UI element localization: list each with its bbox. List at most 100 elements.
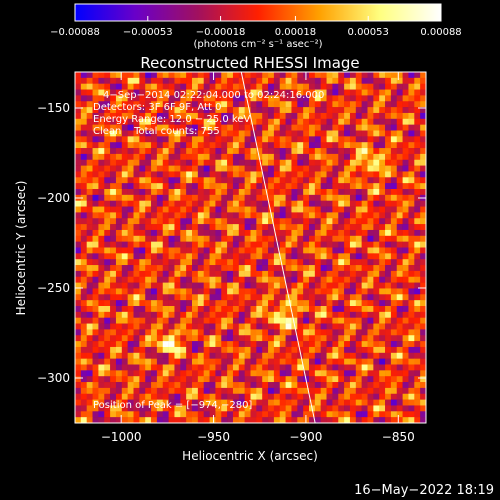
heatmap-cell (98, 417, 105, 423)
heatmap-cell (221, 159, 228, 166)
heatmap-cell (145, 393, 152, 400)
heatmap-cell (326, 101, 333, 108)
heatmap-cell (273, 364, 281, 371)
heatmap-cell (203, 399, 210, 406)
heatmap-cell (156, 294, 164, 301)
heatmap-cell (291, 218, 298, 225)
heatmap-cell (262, 317, 269, 324)
heatmap-cell (396, 171, 403, 178)
heatmap-cell (139, 399, 146, 406)
heatmap-cell (373, 300, 380, 307)
heatmap-cell (402, 241, 409, 248)
heatmap-cell (279, 224, 286, 231)
heatmap-cell (98, 317, 105, 324)
heatmap-cell (180, 241, 187, 248)
heatmap-cell (355, 382, 362, 389)
heatmap-cell (110, 136, 117, 143)
heatmap-cell (414, 317, 421, 324)
heatmap-cell (156, 130, 164, 137)
heatmap-cell (256, 300, 263, 307)
heatmap-cell (379, 229, 386, 237)
heatmap-cell (256, 148, 263, 155)
heatmap-cell (279, 171, 286, 178)
heatmap-cell (373, 77, 380, 84)
heatmap-cell (227, 136, 234, 143)
heatmap-cell (215, 224, 222, 231)
heatmap-cell (256, 376, 263, 383)
heatmap-cell (192, 300, 199, 307)
heatmap-cell (151, 112, 158, 120)
heatmap-cell (133, 288, 140, 295)
heatmap-cell (344, 376, 351, 383)
heatmap-cell (402, 95, 409, 102)
heatmap-cell (121, 335, 128, 342)
heatmap-cell (303, 387, 310, 395)
heatmap-cell (139, 364, 146, 371)
heatmap-cell (174, 393, 181, 400)
heatmap-cell (367, 370, 374, 377)
heatmap-cell (420, 411, 426, 418)
heatmap-cell (326, 317, 333, 324)
heatmap-cell (92, 329, 99, 336)
heatmap-cell (314, 218, 321, 225)
heatmap-cell (121, 358, 128, 365)
heatmap-cell (186, 352, 193, 359)
heatmap-cell (256, 417, 263, 423)
heatmap-cell (104, 329, 111, 336)
heatmap-cell (197, 112, 204, 120)
heatmap-cell (121, 206, 128, 213)
heatmap-cell (385, 124, 392, 131)
heatmap-cell (367, 253, 374, 260)
heatmap-cell (139, 77, 146, 84)
heatmap-cell (80, 194, 87, 201)
heatmap-cell (297, 411, 304, 418)
heatmap-cell (256, 218, 263, 225)
heatmap-cell (104, 405, 111, 412)
heatmap-cell (367, 376, 374, 383)
heatmap-cell (402, 229, 409, 237)
heatmap-cell (338, 393, 345, 400)
heatmap-cell (332, 235, 339, 242)
heatmap-cell (256, 370, 263, 377)
heatmap-cell (127, 393, 134, 400)
heatmap-cell (420, 101, 426, 108)
heatmap-cell (203, 288, 210, 295)
heatmap-cell (344, 253, 351, 260)
heatmap-cell (385, 218, 392, 225)
heatmap-cell (390, 77, 398, 84)
heatmap-cell (309, 358, 316, 365)
heatmap-cell (115, 124, 123, 131)
heatmap-cell (209, 72, 216, 79)
heatmap-cell (390, 177, 398, 184)
heatmap-cell (326, 72, 333, 79)
heatmap-cell (203, 200, 210, 207)
heatmap-cell (162, 352, 169, 359)
heatmap-cell (115, 183, 123, 190)
heatmap-cell (420, 370, 426, 377)
heatmap-cell (349, 270, 357, 278)
heatmap-cell (408, 282, 415, 289)
heatmap-cell (420, 259, 426, 266)
heatmap-cell (256, 288, 263, 295)
heatmap-cell (174, 265, 181, 272)
heatmap-cell (379, 189, 386, 196)
heatmap-cell (139, 253, 146, 260)
heatmap-cell (197, 124, 204, 131)
heatmap-cell (244, 83, 251, 90)
heatmap-cell (151, 405, 158, 412)
heatmap-cell (297, 323, 304, 330)
heatmap-cell (349, 364, 357, 371)
heatmap-cell (162, 335, 169, 342)
heatmap-cell (396, 253, 403, 260)
heatmap-cell (390, 282, 398, 289)
heatmap-cell (402, 259, 409, 266)
heatmap-cell (338, 112, 345, 120)
heatmap-cell (145, 358, 152, 365)
heatmap-cell (402, 212, 409, 219)
heatmap-cell (244, 241, 251, 248)
heatmap-cell (156, 341, 164, 348)
heatmap-cell (314, 300, 321, 307)
heatmap-cell (80, 189, 87, 196)
heatmap-cell (314, 288, 321, 295)
heatmap-cell (127, 270, 134, 278)
